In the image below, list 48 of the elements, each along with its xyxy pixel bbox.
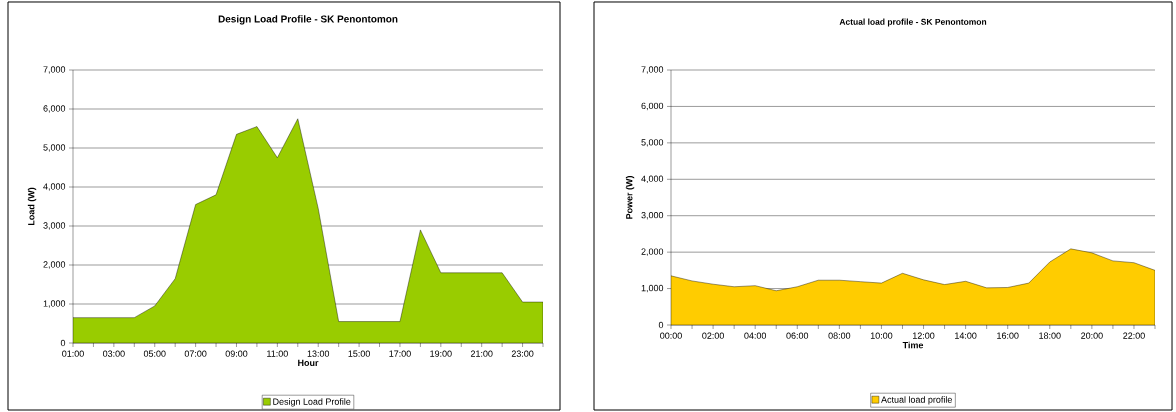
x-tick-label: 12:00 [913, 332, 935, 339]
y-axis-title: Power (W) [625, 176, 635, 219]
x-tick-label: 10:00 [870, 332, 893, 339]
chart-title: Actual load profile - SK Penontomon [839, 18, 987, 27]
x-tick-label: 22:00 [1123, 332, 1145, 339]
x-tick-label: 13:00 [307, 350, 330, 357]
legend-label: Design Load Profile [273, 398, 351, 407]
y-tick-label: 4,000 [641, 175, 664, 183]
x-tick-label: 08:00 [828, 332, 851, 339]
x-tick-label: 15:00 [348, 350, 370, 357]
y-tick-label: 4,000 [43, 183, 66, 191]
x-tick-label: 17:00 [389, 350, 411, 357]
x-tick-label: 03:00 [102, 350, 125, 357]
y-tick-label: 0 [60, 339, 66, 347]
y-tick-label: 0 [658, 321, 664, 329]
x-tick-label: 00:00 [660, 332, 682, 339]
x-tick-label: 05:00 [143, 350, 166, 357]
x-tick-label: 21:00 [470, 350, 493, 357]
x-tick-label: 09:00 [225, 350, 248, 357]
x-tick-label: 16:00 [997, 332, 1019, 339]
x-tick-label: 07:00 [184, 350, 207, 357]
x-tick-label: 14:00 [955, 332, 977, 339]
x-tick-label: 01:00 [62, 350, 84, 357]
y-tick-label: 6,000 [43, 105, 66, 113]
y-tick-label: 5,000 [641, 139, 664, 147]
x-axis-title: Time [902, 341, 924, 349]
y-tick-label: 1,000 [641, 284, 664, 293]
x-tick-label: 23:00 [511, 350, 534, 357]
x-tick-label: 20:00 [1081, 332, 1103, 339]
x-axis-title: Hour [298, 359, 319, 366]
y-tick-label: 3,000 [43, 222, 66, 230]
x-tick-label: 04:00 [744, 332, 767, 339]
legend-label: Actual load profile [881, 396, 952, 405]
x-tick-label: 11:00 [267, 350, 288, 357]
y-tick-label: 1,000 [43, 300, 66, 308]
y-tick-label: 2,000 [641, 248, 664, 256]
y-tick-label: 6,000 [641, 102, 664, 111]
y-tick-label: 3,000 [641, 212, 664, 220]
y-axis-title: Load (W) [27, 187, 37, 226]
x-tick-label: 02:00 [702, 332, 724, 339]
y-tick-label: 5,000 [43, 144, 66, 152]
chart-title: Design Load Profile - SK Penontomon [218, 15, 398, 25]
y-tick-label: 7,000 [43, 66, 66, 74]
y-tick-label: 2,000 [43, 261, 66, 269]
x-tick-label: 19:00 [430, 350, 452, 357]
x-tick-label: 06:00 [786, 332, 809, 339]
x-tick-label: 18:00 [1039, 332, 1061, 339]
y-tick-label: 7,000 [641, 66, 664, 74]
